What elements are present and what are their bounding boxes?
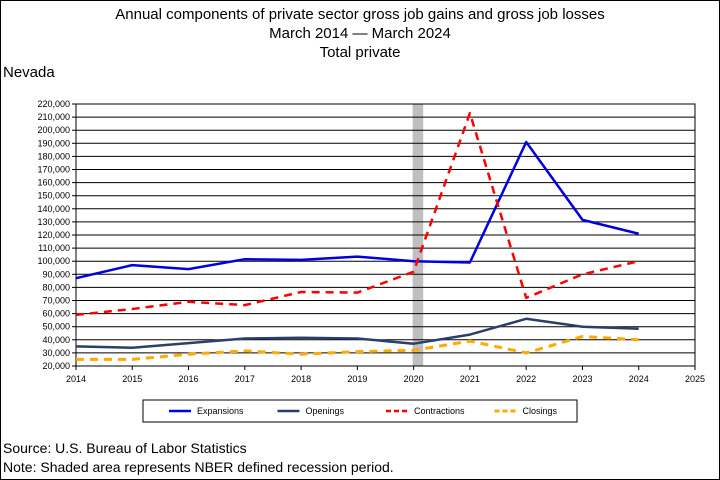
y-tick-label: 70,000 bbox=[42, 296, 70, 306]
legend-box bbox=[142, 399, 578, 423]
x-tick-label: 2016 bbox=[179, 374, 199, 384]
y-tick-label: 140,000 bbox=[37, 204, 70, 214]
x-tick-label: 2014 bbox=[66, 374, 86, 384]
x-tick-label: 2015 bbox=[122, 374, 142, 384]
x-tick-label: 2022 bbox=[516, 374, 536, 384]
y-tick-label: 170,000 bbox=[37, 165, 70, 175]
chart-subtitle-sector: Total private bbox=[319, 44, 401, 61]
region-label: Nevada bbox=[3, 64, 55, 81]
x-tick-label: 2021 bbox=[460, 374, 480, 384]
series-line-closings bbox=[76, 335, 639, 361]
x-tick-label: 2025 bbox=[685, 374, 705, 384]
y-tick-label: 200,000 bbox=[37, 125, 70, 135]
series-line-expansions bbox=[75, 140, 639, 280]
y-tick-label: 190,000 bbox=[37, 138, 70, 148]
y-tick-label: 120,000 bbox=[37, 230, 70, 240]
y-tick-label: 50,000 bbox=[42, 322, 70, 332]
legend-label-expansions: Expansions bbox=[197, 406, 244, 416]
y-tick-label: 60,000 bbox=[42, 309, 70, 319]
y-tick-label: 130,000 bbox=[37, 217, 70, 227]
chart-subtitle-period: March 2014 — March 2024 bbox=[269, 25, 451, 42]
y-tick-label: 160,000 bbox=[37, 178, 70, 188]
x-tick-label: 2024 bbox=[629, 374, 649, 384]
y-tick-label: 150,000 bbox=[37, 191, 70, 201]
series-line-contractions bbox=[75, 111, 639, 317]
y-tick-label: 90,000 bbox=[42, 269, 70, 279]
y-tick-label: 100,000 bbox=[37, 256, 70, 266]
x-tick-label: 2020 bbox=[404, 374, 424, 384]
legend-label-openings: Openings bbox=[306, 406, 345, 416]
recession-note: Note: Shaded area represents NBER define… bbox=[3, 459, 394, 475]
x-tick-label: 2017 bbox=[235, 374, 255, 384]
chart-title: Annual components of private sector gros… bbox=[115, 6, 605, 23]
legend-label-contractions: Contractions bbox=[414, 406, 465, 416]
y-tick-label: 40,000 bbox=[42, 335, 70, 345]
y-tick-label: 220,000 bbox=[37, 99, 70, 109]
y-tick-label: 180,000 bbox=[37, 151, 70, 161]
y-tick-label: 30,000 bbox=[42, 348, 70, 358]
legend-label-closings: Closings bbox=[523, 406, 558, 416]
x-tick-label: 2019 bbox=[347, 374, 367, 384]
y-tick-label: 20,000 bbox=[42, 361, 70, 371]
x-tick-label: 2018 bbox=[291, 374, 311, 384]
y-tick-label: 110,000 bbox=[38, 243, 70, 253]
y-tick-label: 210,000 bbox=[37, 112, 70, 122]
series-line-openings bbox=[75, 317, 639, 349]
source-note: Source: U.S. Bureau of Labor Statistics bbox=[3, 440, 247, 456]
x-tick-label: 2023 bbox=[572, 374, 592, 384]
y-tick-label: 80,000 bbox=[42, 282, 70, 292]
